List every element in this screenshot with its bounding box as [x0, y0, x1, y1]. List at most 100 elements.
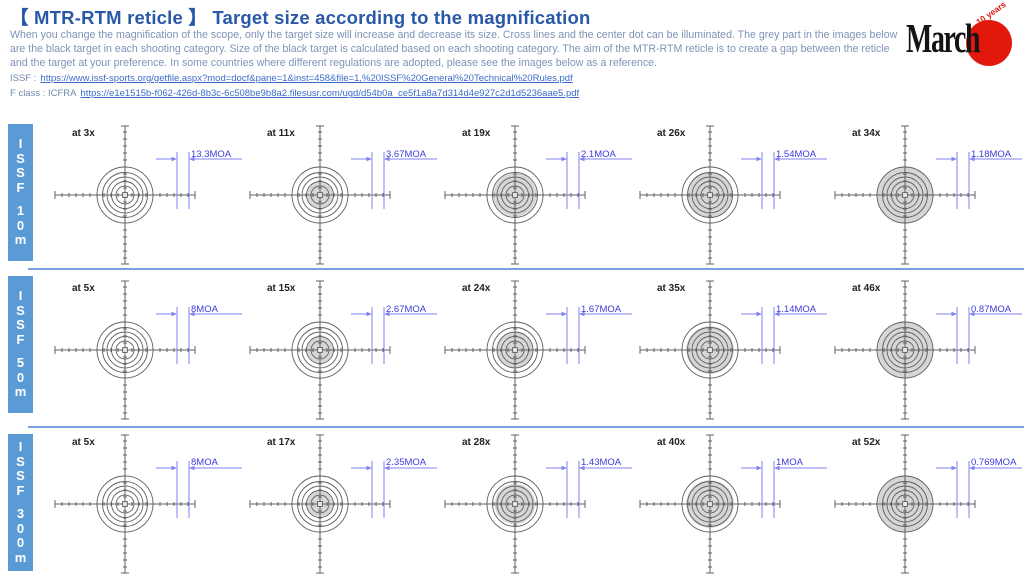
reticle-diagram: at 19x 2.1MOA — [418, 117, 632, 267]
magnification-label: at 5x — [72, 283, 95, 294]
moa-dimension — [936, 152, 1022, 209]
moa-dimension — [156, 307, 242, 364]
category-label-char: I — [18, 136, 23, 152]
moa-dimension — [741, 460, 827, 518]
reticle-diagram: at 46x 0.87MOA — [808, 272, 1022, 422]
category-label-char: 3 — [16, 506, 25, 521]
reticle-svg — [834, 280, 1022, 420]
reticle-svg — [54, 125, 242, 265]
reticle-cell: at 11x 3.67MOA — [223, 116, 437, 268]
reticle-cell: at 3x 13.3MOA — [28, 116, 242, 268]
category-label-char: S — [16, 302, 25, 318]
reticle-cell: at 15x 2.67MOA — [223, 268, 437, 426]
moa-dimension — [351, 152, 437, 209]
category-label-char: 0 — [16, 217, 25, 233]
logo-red-circle-icon — [966, 20, 1012, 66]
category-label-char: I — [18, 288, 23, 304]
category-label-char: 0 — [16, 369, 25, 385]
moa-value-label: 8MOA — [191, 303, 218, 315]
fclass-link-line: F class : ICFRA https://e1e1515b-f062-426… — [10, 86, 579, 101]
moa-value-label: 1.43MOA — [581, 457, 622, 468]
logo-wordmark: March — [906, 15, 981, 61]
category-label-char: S — [16, 165, 25, 181]
category-label-char: m — [14, 384, 27, 400]
description-text: When you change the magnification of the… — [10, 29, 898, 70]
reticle-diagram: at 3x 13.3MOA — [28, 117, 242, 267]
reticle-svg — [249, 125, 437, 265]
magnification-label: at 28x — [462, 436, 491, 448]
category-label-char: F — [16, 331, 25, 347]
reticle-diagram: at 52x 0.769MOA — [808, 426, 1022, 575]
category-label-char: S — [16, 150, 25, 166]
reticle-diagram: at 5x 8MOA — [28, 272, 242, 422]
reticle-diagram: at 5x 8MOA — [28, 426, 242, 575]
center-dot — [707, 500, 713, 507]
reticle-cells: at 5x 8MOA at 15x 2.67MOA — [28, 268, 1024, 426]
reticle-cell: at 17x 2.35MOA — [223, 426, 437, 575]
issf-link-line: ISSF : https://www.issf-sports.org/getfil… — [10, 71, 579, 86]
page-title: 【 MTR-RTM reticle 】 Target size accordin… — [10, 7, 591, 28]
reticle-svg — [444, 280, 632, 420]
reticle-diagram: at 35x 1.14MOA — [613, 272, 827, 422]
reticle-diagram: at 24x 1.67MOA — [418, 272, 632, 422]
moa-dimension — [156, 460, 242, 518]
reticle-svg — [54, 434, 242, 573]
center-dot — [707, 192, 713, 198]
reticle-svg — [639, 434, 827, 573]
category-label-char: 1 — [16, 203, 25, 219]
moa-value-label: 1MOA — [776, 457, 803, 468]
magnification-label: at 35x — [657, 283, 686, 294]
category-label-char: F — [16, 482, 25, 498]
reticle-svg — [444, 125, 632, 265]
moa-value-label: 1.67MOA — [581, 303, 622, 315]
reticle-cell: at 46x 0.87MOA — [808, 268, 1022, 426]
reticle-diagram: at 34x 1.18MOA — [808, 117, 1022, 267]
center-dot — [512, 500, 518, 507]
reticle-cell: at 26x 1.54MOA — [613, 116, 827, 268]
magnification-label: at 15x — [267, 283, 296, 294]
reticle-cells: at 5x 8MOA at 17x 2.35MOA — [28, 426, 1024, 575]
moa-dimension — [741, 152, 827, 209]
moa-value-label: 13.3MOA — [191, 148, 232, 160]
magnification-label: at 19x — [462, 128, 491, 139]
reticle-cell: at 35x 1.14MOA — [613, 268, 827, 426]
reticle-cell: at 28x 1.43MOA — [418, 426, 632, 575]
category-label-char: S — [16, 453, 25, 469]
center-dot — [122, 192, 128, 198]
reticle-svg — [54, 280, 242, 420]
category-label-char: S — [16, 317, 25, 333]
fclass-link[interactable]: https://e1e1515b-f062-426d-8b3c-6c508be9… — [80, 88, 580, 100]
magnification-label: at 24x — [462, 283, 491, 294]
moa-dimension — [351, 307, 437, 364]
reference-links: ISSF : https://www.issf-sports.org/getfil… — [10, 71, 579, 101]
moa-dimension — [936, 307, 1022, 364]
moa-dimension — [156, 152, 242, 209]
reticle-svg — [639, 125, 827, 265]
moa-value-label: 2.67MOA — [386, 303, 427, 315]
reticle-cell: at 34x 1.18MOA — [808, 116, 1022, 268]
reticle-diagram: at 40x 1MOA — [613, 426, 827, 575]
center-dot — [512, 192, 518, 198]
reticle-cell: at 40x 1MOA — [613, 426, 827, 575]
center-dot — [902, 347, 908, 353]
reticle-cell: at 19x 2.1MOA — [418, 116, 632, 268]
center-dot — [317, 500, 323, 507]
reticle-svg — [249, 434, 437, 573]
reticle-diagram: at 17x 2.35MOA — [223, 426, 437, 575]
reticle-svg — [639, 280, 827, 420]
moa-value-label: 8MOA — [191, 457, 218, 468]
reticle-cell: at 24x 1.67MOA — [418, 268, 632, 426]
center-dot — [122, 347, 128, 353]
issf-link[interactable]: https://www.issf-sports.org/getfile.aspx… — [40, 73, 573, 84]
march-logo: 10 years March — [906, 0, 1018, 70]
reticle-diagram: at 26x 1.54MOA — [613, 117, 827, 267]
category-label-char: m — [14, 232, 27, 248]
moa-value-label: 2.35MOA — [386, 457, 427, 468]
center-dot — [122, 500, 128, 507]
